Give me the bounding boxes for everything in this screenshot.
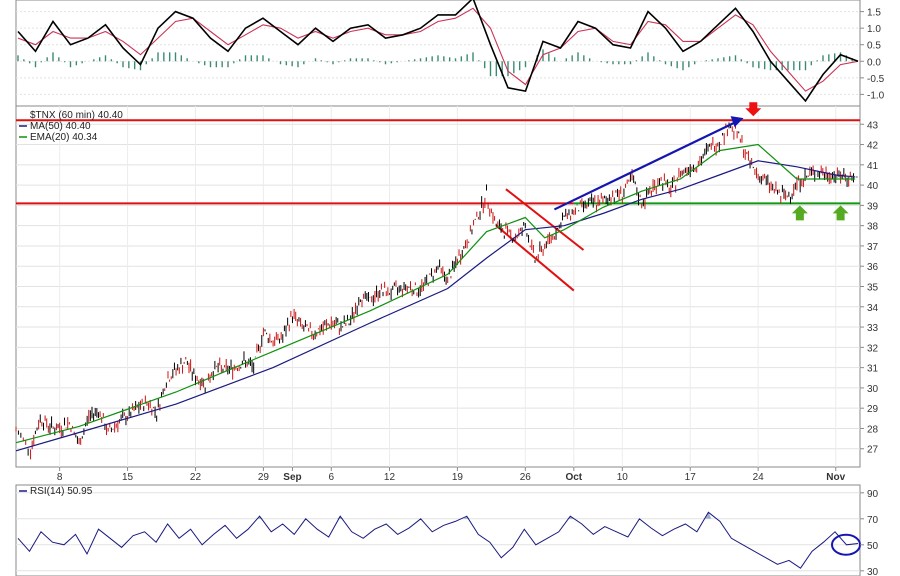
rsi-panel: 90 70 50 30 RSI(14) 50.95 (15, 484, 879, 576)
macd-panel-frame (15, 0, 861, 107)
channel-lower-line (495, 224, 575, 292)
rsi-overbought-fill (705, 512, 712, 519)
ma50-line (15, 160, 856, 452)
x-tick-label: Nov (826, 472, 845, 483)
x-tick-label: 15 (122, 472, 134, 483)
y-tick-label: 1.0 (867, 24, 881, 35)
macd-line (17, 0, 859, 103)
legend-ma-label: MA(50) 40.40 (30, 121, 91, 132)
ema20-line (15, 143, 856, 444)
y-tick-label: 30 (867, 384, 879, 395)
macd-y-axis: 1.5 1.0 0.5 0.0 -0.5 -1.0 (860, 8, 885, 101)
rsi-grid (16, 492, 860, 572)
price-lines (15, 121, 860, 460)
y-tick-label: 30 (867, 567, 879, 576)
rsi-line-path (17, 511, 859, 569)
y-tick-label: 70 (867, 515, 879, 526)
y-tick-label: 31 (867, 364, 879, 375)
price-panel: 43 42 41 40 39 38 37 36 35 34 33 32 31 30 29 28 27 $TNX … (15, 102, 879, 468)
y-tick-label: 50 (867, 541, 879, 552)
macd-lines (17, 0, 859, 103)
y-tick-label: 42 (867, 141, 879, 152)
price-grid (16, 106, 860, 467)
macd-signal-line (17, 7, 859, 92)
y-tick-label: 37 (867, 242, 879, 253)
y-tick-label: 1.5 (867, 8, 881, 19)
y-tick-label: 40 (867, 181, 879, 192)
price-y-axis: 43 42 41 40 39 38 37 36 35 34 33 32 31 30 29 28 27 (860, 120, 879, 456)
up-arrow-marker (832, 205, 849, 221)
price-annotations (16, 119, 860, 292)
x-tick-label: 6 (329, 472, 335, 483)
price-legend: $TNX (60 min) 40.40 MA(50) 40.40 EMA(20)… (19, 110, 123, 143)
x-tick-label: 29 (258, 472, 270, 483)
rsi-title-label: RSI(14) 50.95 (30, 486, 93, 497)
x-tick-label: 17 (685, 472, 697, 483)
y-tick-label: 32 (867, 343, 879, 354)
y-tick-label: 27 (867, 445, 879, 456)
y-tick-label: -1.0 (867, 90, 885, 101)
y-tick-label: 90 (867, 489, 879, 500)
x-tick-label: Sep (283, 472, 301, 483)
price-title-label: $TNX (60 min) 40.40 (30, 110, 123, 121)
down-arrow-marker (745, 102, 762, 117)
rsi-y-axis: 90 70 50 30 (860, 489, 879, 576)
x-tick-label: 19 (452, 472, 464, 483)
x-tick-label: 22 (190, 472, 202, 483)
y-tick-label: 41 (867, 161, 879, 172)
trend-arrow-line (553, 121, 737, 211)
y-tick-label: 0.0 (867, 57, 881, 68)
legend-ema-label: EMA(20) 40.34 (30, 132, 98, 143)
y-tick-label: 43 (867, 120, 879, 131)
x-axis: 8 15 22 29 Sep 6 12 19 26 Oct 10 17 24 Nov (57, 467, 846, 483)
x-tick-label: 10 (617, 472, 629, 483)
y-tick-label: 33 (867, 323, 879, 334)
y-tick-label: -0.5 (867, 74, 885, 85)
macd-panel: 1.5 1.0 0.5 0.0 -0.5 -1.0 (15, 0, 885, 107)
x-tick-label: Oct (565, 472, 582, 483)
y-tick-label: 0.5 (867, 41, 881, 52)
rsi-panel-frame (15, 484, 861, 576)
y-tick-label: 34 (867, 303, 879, 314)
macd-histogram (17, 49, 853, 77)
y-tick-label: 29 (867, 404, 879, 415)
trend-arrow-head (730, 116, 744, 128)
y-tick-label: 28 (867, 424, 879, 435)
x-tick-label: 24 (753, 472, 765, 483)
channel-upper-line (505, 188, 585, 251)
x-tick-label: 12 (384, 472, 396, 483)
y-tick-label: 39 (867, 201, 879, 212)
x-tick-label: 8 (57, 472, 63, 483)
y-tick-label: 38 (867, 222, 879, 233)
x-tick-label: 26 (520, 472, 532, 483)
price-markers (553, 102, 849, 221)
up-arrow-marker (791, 205, 808, 221)
y-tick-label: 36 (867, 262, 879, 273)
y-tick-label: 35 (867, 283, 879, 294)
